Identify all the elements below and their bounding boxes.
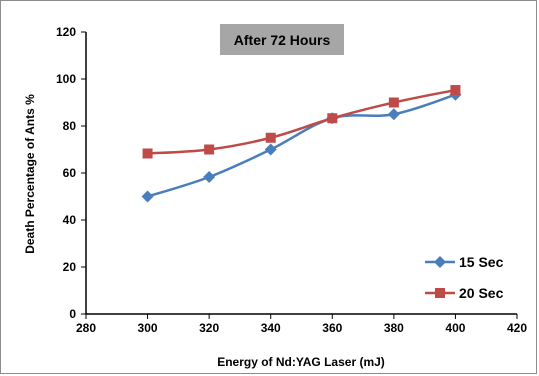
legend-label: 20 Sec xyxy=(459,285,504,301)
y-tick-label: 100 xyxy=(56,72,76,86)
x-tick-labels: 280 300 320 340 360 380 400 420 xyxy=(76,321,527,335)
axes xyxy=(81,31,518,319)
data-point xyxy=(141,190,154,203)
data-point xyxy=(265,132,276,143)
data-point xyxy=(388,97,399,108)
legend-item: 20 Sec xyxy=(425,285,504,301)
x-tick-label: 400 xyxy=(445,321,465,335)
series-2 xyxy=(142,85,461,159)
chart-title-group: After 72 Hours xyxy=(220,24,344,55)
x-tick-label: 420 xyxy=(507,321,527,335)
data-point xyxy=(327,113,338,124)
y-tick-label: 120 xyxy=(56,25,76,39)
x-tick-label: 360 xyxy=(322,321,342,335)
data-point xyxy=(264,143,277,156)
legend-item: 15 Sec xyxy=(425,254,504,270)
legend: 15 Sec 20 Sec xyxy=(425,254,504,301)
x-axis-title: Energy of Nd:YAG Laser (mJ) xyxy=(217,355,385,369)
y-tick-label: 60 xyxy=(63,166,77,180)
x-tick-label: 320 xyxy=(199,321,219,335)
y-tick-label: 0 xyxy=(69,307,76,321)
legend-label: 15 Sec xyxy=(459,254,504,270)
data-point xyxy=(203,170,216,183)
data-point xyxy=(204,144,215,155)
series-line xyxy=(147,93,456,198)
legend-marker xyxy=(435,288,445,298)
y-tick-labels: 0 20 40 60 80 100 120 xyxy=(56,25,76,321)
data-point xyxy=(142,148,153,159)
y-axis-title: Death Percentage of Ants % xyxy=(23,94,37,254)
data-point xyxy=(450,85,461,96)
x-tick-label: 300 xyxy=(138,321,158,335)
x-tick-label: 280 xyxy=(76,321,96,335)
y-tick-label: 80 xyxy=(63,119,77,133)
y-tick-label: 40 xyxy=(63,213,77,227)
chart-title: After 72 Hours xyxy=(234,32,331,48)
series-layer xyxy=(141,85,462,203)
legend-marker xyxy=(434,256,446,268)
series-1 xyxy=(141,88,462,203)
x-tick-label: 380 xyxy=(384,321,404,335)
y-tick-label: 20 xyxy=(63,260,77,274)
x-tick-label: 340 xyxy=(261,321,281,335)
chart-title-box xyxy=(220,24,344,55)
data-point xyxy=(387,108,400,121)
series-line xyxy=(147,88,456,155)
